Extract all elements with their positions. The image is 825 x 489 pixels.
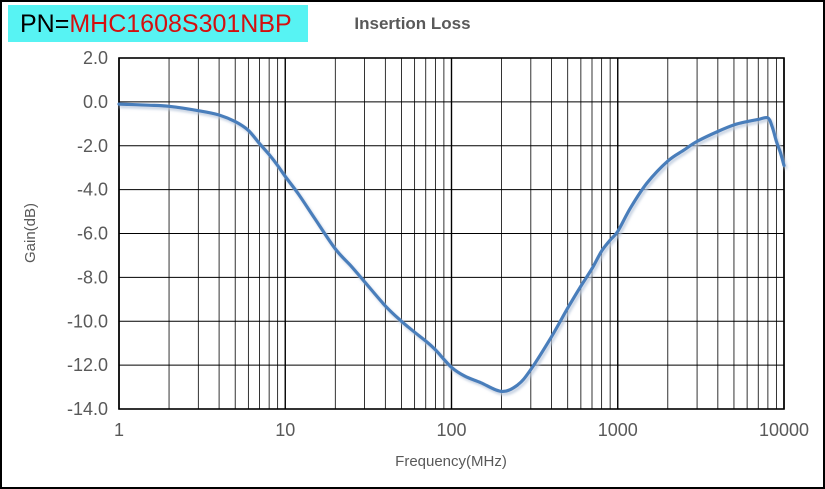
y-tick-label: -4.0 [77, 180, 108, 200]
y-tick-label: -12.0 [67, 355, 108, 375]
pn-prefix-label: PN= [20, 10, 70, 38]
pn-value-label: MHC1608S301NBP [69, 10, 292, 38]
part-number-badge: PN=MHC1608S301NBP [8, 5, 308, 42]
y-tick-label: 2.0 [83, 48, 108, 68]
insertion-loss-curve [117, 102, 786, 394]
x-tick-label: 1000 [598, 420, 638, 440]
x-tick-label: 10 [275, 420, 295, 440]
x-tick-label: 10000 [759, 420, 809, 440]
x-tick-label: 1 [114, 420, 124, 440]
y-axis-title: Gain(dB) [22, 203, 39, 263]
y-tick-label: -8.0 [77, 267, 108, 287]
y-tick-label: -2.0 [77, 136, 108, 156]
y-tick-label: -10.0 [67, 311, 108, 331]
y-tick-label: 0.0 [83, 92, 108, 112]
plot-border [118, 57, 785, 410]
chart-title: Insertion Loss [354, 14, 471, 33]
x-axis-title: Frequency(MHz) [395, 453, 507, 470]
x-tick-label: 100 [436, 420, 466, 440]
y-tick-label: -14.0 [67, 399, 108, 419]
y-tick-label: -6.0 [77, 224, 108, 244]
